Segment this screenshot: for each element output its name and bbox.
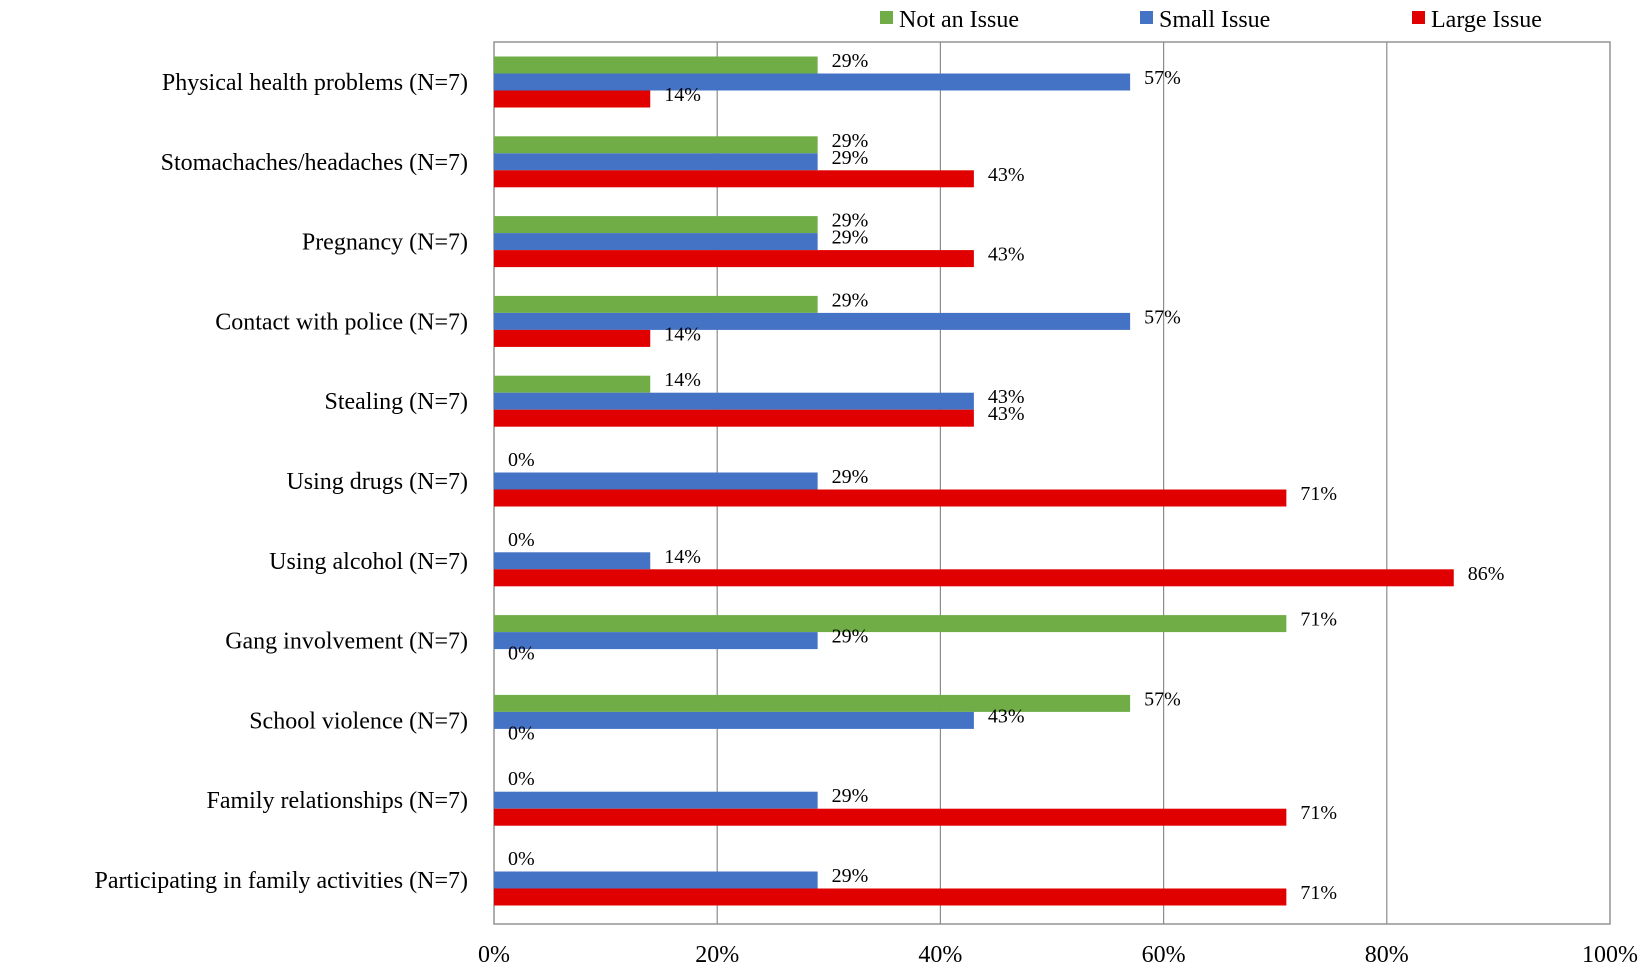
- bar-small-issue: [494, 711, 974, 729]
- data-label: 14%: [664, 323, 701, 345]
- data-label: 43%: [988, 386, 1025, 408]
- bar-large-issue: [494, 329, 651, 347]
- x-tick-label: 100%: [1582, 942, 1638, 968]
- bar-small-issue: [494, 392, 974, 410]
- data-label: 0%: [508, 768, 535, 790]
- category-label: School violence (N=7): [249, 708, 468, 734]
- bar-large-issue: [494, 888, 1287, 906]
- bar-not-an-issue: [494, 295, 818, 313]
- bars: [494, 56, 1454, 906]
- data-label: 57%: [1144, 67, 1181, 89]
- category-label: Gang involvement (N=7): [225, 629, 468, 655]
- data-label: 71%: [1300, 483, 1337, 505]
- data-labels: 29%57%14%29%29%43%29%29%43%29%57%14%14%4…: [508, 50, 1504, 904]
- data-label: 86%: [1468, 563, 1505, 585]
- data-label: 0%: [508, 643, 535, 665]
- bar-not-an-issue: [494, 694, 1131, 712]
- category-label: Family relationships (N=7): [206, 788, 468, 814]
- bar-small-issue: [494, 791, 818, 809]
- bar-not-an-issue: [494, 56, 818, 74]
- bar-small-issue: [494, 632, 818, 650]
- category-label: Participating in family activities (N=7): [95, 868, 468, 894]
- x-tick-label: 0%: [478, 942, 510, 968]
- x-tick-label: 60%: [1142, 942, 1186, 968]
- data-label: 14%: [664, 546, 701, 568]
- data-label: 43%: [988, 403, 1025, 425]
- legend-label: Large Issue: [1431, 7, 1542, 33]
- data-label: 43%: [988, 164, 1025, 186]
- data-label: 29%: [832, 466, 869, 488]
- data-label: 43%: [988, 705, 1025, 727]
- bar-small-issue: [494, 312, 1131, 330]
- data-label: 57%: [1144, 688, 1181, 710]
- data-label: 57%: [1144, 306, 1181, 328]
- category-label: Stomachaches/headaches (N=7): [161, 150, 468, 176]
- legend-label: Not an Issue: [899, 7, 1019, 33]
- legend-swatch: [1412, 11, 1425, 24]
- data-label: 0%: [508, 848, 535, 870]
- data-label: 0%: [508, 529, 535, 551]
- x-tick-labels: 0% 20% 40% 60% 80% 100%: [478, 942, 1638, 968]
- x-tick-label: 20%: [695, 942, 739, 968]
- bar-large-issue: [494, 808, 1287, 826]
- category-label: Contact with police (N=7): [215, 309, 468, 335]
- x-tick-label: 80%: [1365, 942, 1409, 968]
- x-tick-label: 40%: [918, 942, 962, 968]
- bar-large-issue: [494, 489, 1287, 507]
- bar-large-issue: [494, 250, 974, 268]
- bar-small-issue: [494, 472, 818, 490]
- category-label: Pregnancy (N=7): [302, 230, 468, 256]
- legend-swatch: [880, 11, 893, 24]
- legend-swatch: [1140, 11, 1153, 24]
- category-labels: Physical health problems (N=7) Stomachach…: [95, 70, 468, 894]
- category-label: Using drugs (N=7): [286, 469, 468, 495]
- data-label: 14%: [664, 369, 701, 391]
- bar-small-issue: [494, 871, 818, 889]
- category-label: Physical health problems (N=7): [162, 70, 468, 96]
- legend-label: Small Issue: [1159, 7, 1270, 33]
- data-label: 43%: [988, 244, 1025, 266]
- category-label: Stealing (N=7): [324, 389, 468, 415]
- bar-large-issue: [494, 170, 974, 188]
- data-label: 29%: [832, 147, 869, 169]
- data-label: 29%: [832, 130, 869, 152]
- bar-small-issue: [494, 552, 651, 570]
- bar-not-an-issue: [494, 615, 1287, 633]
- data-label: 29%: [832, 865, 869, 887]
- bar-small-issue: [494, 153, 818, 171]
- bar-small-issue: [494, 73, 1131, 91]
- data-label: 71%: [1300, 802, 1337, 824]
- bar-large-issue: [494, 90, 651, 108]
- legend: Not an Issue Small Issue Large Issue: [880, 7, 1542, 33]
- data-label: 0%: [508, 449, 535, 471]
- data-label: 0%: [508, 722, 535, 744]
- data-label: 14%: [664, 84, 701, 106]
- category-label: Using alcohol (N=7): [269, 549, 468, 575]
- data-label: 71%: [1300, 882, 1337, 904]
- data-label: 29%: [832, 626, 869, 648]
- bar-not-an-issue: [494, 136, 818, 154]
- data-label: 29%: [832, 227, 869, 249]
- bar-small-issue: [494, 233, 818, 251]
- data-label: 29%: [832, 50, 869, 72]
- data-label: 29%: [832, 785, 869, 807]
- data-label: 29%: [832, 210, 869, 232]
- bar-large-issue: [494, 409, 974, 427]
- data-label: 29%: [832, 289, 869, 311]
- bar-large-issue: [494, 569, 1454, 587]
- bar-not-an-issue: [494, 375, 651, 393]
- data-label: 71%: [1300, 609, 1337, 631]
- bar-not-an-issue: [494, 216, 818, 234]
